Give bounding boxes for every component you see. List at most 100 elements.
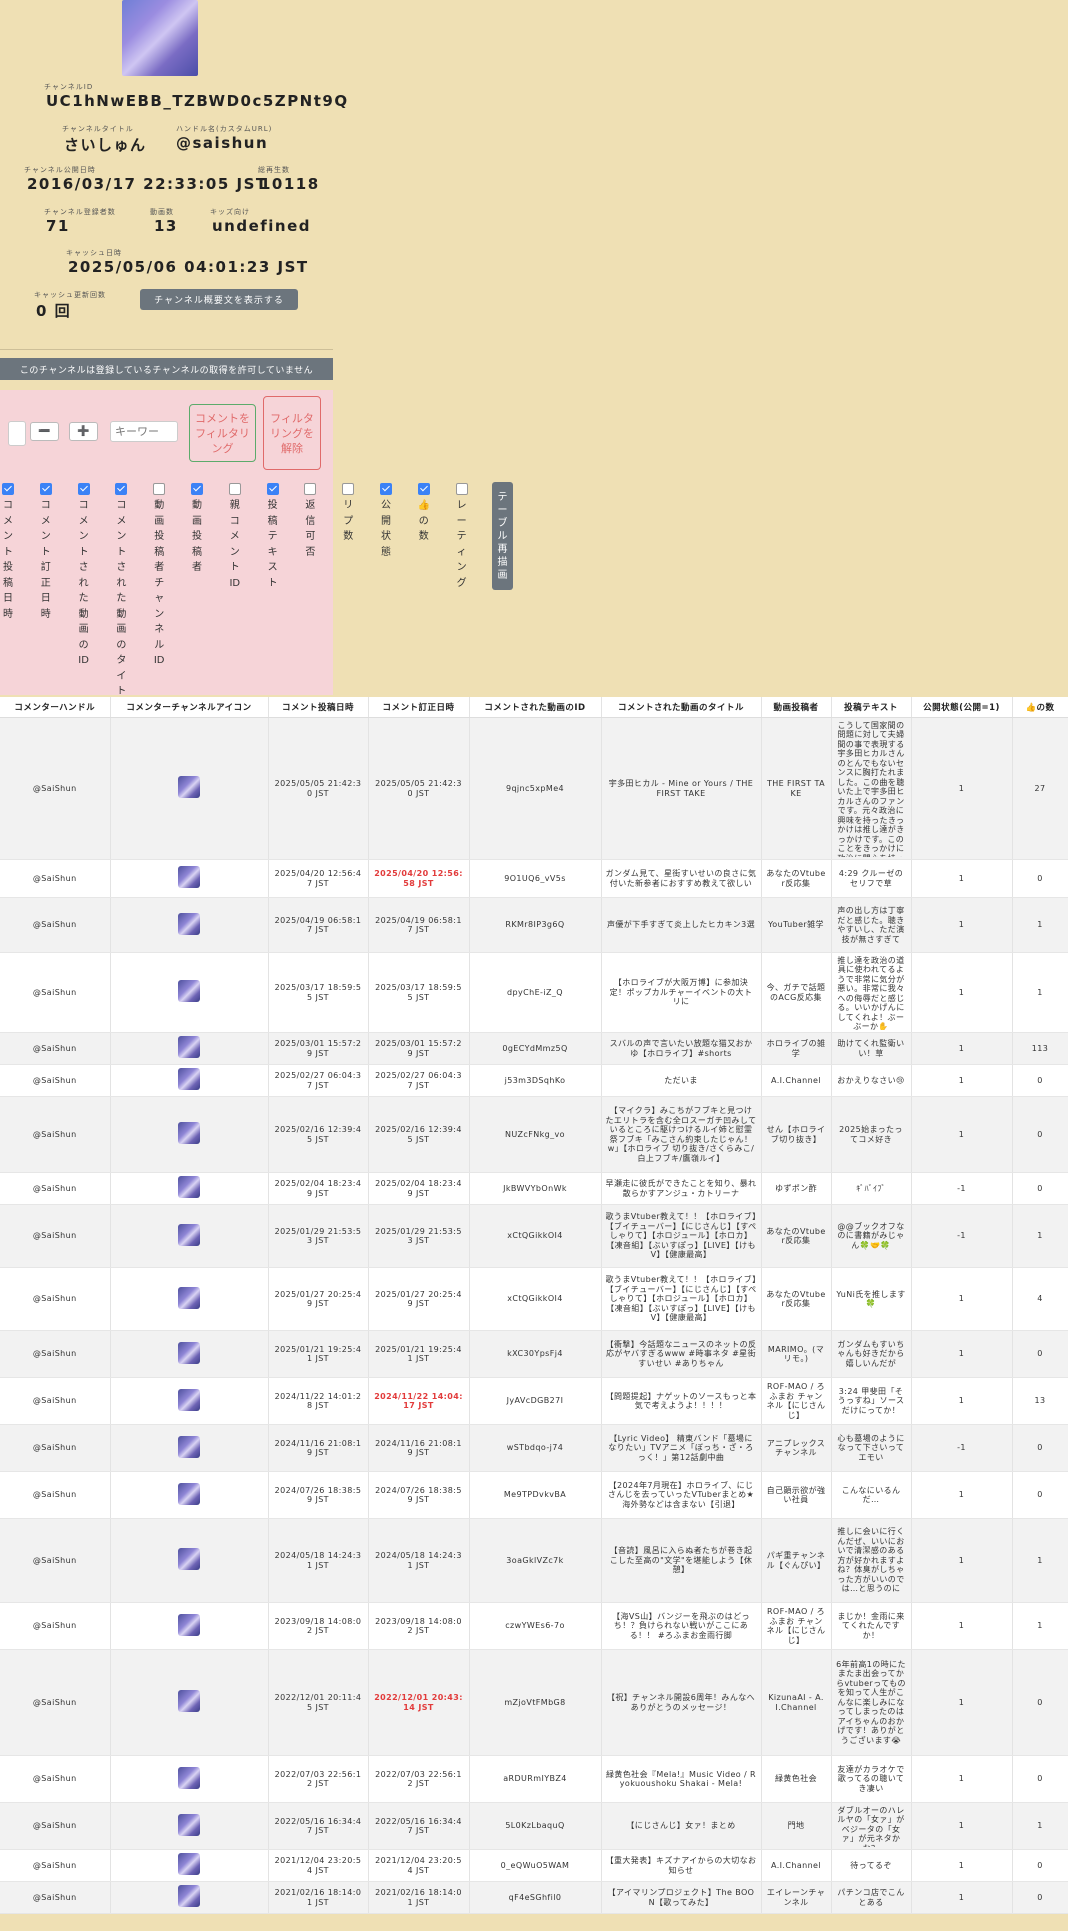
redraw-table-button[interactable]: テーブル再描画 — [492, 482, 513, 590]
column-toggle[interactable]: 投稿テキスト — [265, 483, 281, 591]
table-row[interactable]: @SaiShun 2025/04/20 12:56:47 JST 2025/04/2… — [0, 859, 1068, 898]
column-toggle[interactable]: リプ数 — [340, 483, 356, 545]
comment-text-text: パチンコ店でこんとある — [837, 1888, 905, 1907]
column-toggle[interactable]: コメント訂正日時 — [38, 483, 54, 622]
commenter-avatar-icon[interactable] — [178, 1690, 200, 1713]
column-toggle[interactable]: 動画投稿者 — [189, 483, 205, 576]
commenter-avatar-icon[interactable] — [178, 776, 200, 799]
likes-cell: 0 — [1012, 859, 1068, 898]
public-status-cell: 1 — [911, 1649, 1013, 1756]
column-checkbox[interactable] — [191, 483, 203, 495]
column-header[interactable]: 公開状態(公開=1) — [911, 697, 1013, 718]
commenter-avatar-icon[interactable] — [178, 1482, 200, 1505]
table-row[interactable]: @SaiShun 2022/07/03 22:56:12 JST 2022/07/0… — [0, 1755, 1068, 1803]
column-header[interactable]: 動画投稿者 — [761, 697, 832, 718]
commenter-avatar-icon[interactable] — [178, 1613, 200, 1636]
commenter-avatar-icon[interactable] — [178, 1341, 200, 1364]
commenter-avatar-icon[interactable] — [178, 1766, 200, 1789]
column-header[interactable]: 投稿テキスト — [831, 697, 912, 718]
table-row[interactable]: @SaiShun 2025/01/21 19:25:41 JST 2025/01/2… — [0, 1330, 1068, 1378]
table-row[interactable]: @SaiShun 2021/02/16 18:14:01 JST 2021/02/1… — [0, 1881, 1068, 1914]
clear-filter-button[interactable]: フィルタリングを解除 — [263, 396, 321, 470]
column-header[interactable]: コメント訂正日時 — [368, 697, 470, 718]
column-toggle[interactable]: コメントされた動画のタイトル — [113, 483, 129, 715]
table-row[interactable]: @SaiShun 2024/11/16 21:08:19 JST 2024/11/1… — [0, 1424, 1068, 1472]
table-row[interactable]: @SaiShun 2021/12/04 23:20:54 JST 2021/12/0… — [0, 1849, 1068, 1882]
commenter-avatar-icon[interactable] — [178, 912, 200, 935]
table-row[interactable]: @SaiShun 2023/09/18 14:08:02 JST 2023/09/1… — [0, 1602, 1068, 1650]
table-row[interactable]: @SaiShun 2022/05/16 16:34:47 JST 2022/05/1… — [0, 1802, 1068, 1850]
column-header[interactable]: コメントされた動画のタイトル — [601, 697, 762, 718]
column-toggle[interactable]: レーティング — [454, 483, 470, 591]
edited-at-cell: 2024/05/18 14:24:31 JST — [368, 1518, 470, 1603]
column-checkbox[interactable] — [304, 483, 317, 495]
column-header[interactable]: コメントされた動画のID — [469, 697, 602, 718]
table-row[interactable]: @SaiShun 2024/05/18 14:24:31 JST 2024/05/1… — [0, 1518, 1068, 1603]
column-checkbox[interactable] — [153, 483, 166, 495]
column-header[interactable]: コメント投稿日時 — [268, 697, 369, 718]
commenter-handle-text: @SaiShun — [32, 1183, 77, 1193]
commenter-avatar-icon[interactable] — [178, 980, 200, 1003]
table-row[interactable]: @SaiShun 2024/11/22 14:01:28 JST 2024/11/2… — [0, 1377, 1068, 1425]
commenter-avatar-icon[interactable] — [178, 1813, 200, 1836]
column-toggle[interactable]: 👍の数 — [416, 483, 432, 545]
column-toggle[interactable]: コメント投稿日時 — [0, 483, 16, 622]
table-row[interactable]: @SaiShun 2025/01/27 20:25:49 JST 2025/01/2… — [0, 1267, 1068, 1331]
commenter-avatar-icon[interactable] — [178, 1435, 200, 1458]
commenter-avatar-icon[interactable] — [178, 1122, 200, 1145]
commenter-avatar-icon[interactable] — [178, 1286, 200, 1309]
column-checkbox[interactable] — [342, 483, 355, 495]
commenter-avatar-icon[interactable] — [178, 1853, 200, 1876]
column-checkbox[interactable] — [455, 483, 468, 495]
commenter-avatar-icon[interactable] — [178, 1036, 200, 1059]
column-checkbox[interactable] — [380, 483, 392, 495]
column-checkbox[interactable] — [417, 483, 430, 495]
column-toggle[interactable]: 動画投稿者チャンネルID — [151, 483, 167, 669]
column-toggle[interactable]: コメントされた動画のID — [76, 483, 92, 669]
edited-at-text: 2025/03/01 15:57:29 JST — [375, 1039, 462, 1058]
table-row[interactable]: @SaiShun 2025/04/19 06:58:17 JST 2025/04/1… — [0, 897, 1068, 953]
table-row[interactable]: @SaiShun 2025/03/17 18:59:55 JST 2025/03/1… — [0, 952, 1068, 1033]
commenter-avatar-icon[interactable] — [178, 1548, 200, 1571]
public-status-cell: 1 — [911, 1518, 1013, 1603]
commenter-avatar-icon[interactable] — [178, 1223, 200, 1246]
commenter-avatar-icon[interactable] — [178, 1388, 200, 1411]
column-checkbox[interactable] — [115, 483, 128, 495]
edited-at-cell: 2024/07/26 18:38:59 JST — [368, 1471, 470, 1519]
column-toggle[interactable]: 親コメントID — [227, 483, 243, 591]
table-row[interactable]: @SaiShun 2022/12/01 20:11:45 JST 2022/12/0… — [0, 1649, 1068, 1756]
likes-text: 113 — [1031, 1043, 1049, 1053]
table-row[interactable]: @SaiShun 2025/02/16 12:39:45 JST 2025/02/1… — [0, 1096, 1068, 1173]
table-row[interactable]: @SaiShun 2025/02/27 06:04:37 JST 2025/02/2… — [0, 1064, 1068, 1097]
video-id-cell: JyAVcDGB27I — [469, 1377, 602, 1425]
table-row[interactable]: @SaiShun 2025/01/29 21:53:53 JST 2025/01/2… — [0, 1204, 1068, 1268]
column-toggle[interactable]: 返信可否 — [302, 483, 318, 560]
column-header[interactable]: 👍の数 — [1012, 697, 1068, 718]
column-checkbox[interactable] — [39, 483, 52, 495]
commenter-avatar-icon[interactable] — [178, 866, 200, 889]
commenter-avatar-icon[interactable] — [178, 1176, 200, 1199]
show-description-button[interactable]: チャンネル概要文を表示する — [140, 289, 298, 310]
column-header[interactable]: コメンターハンドル — [0, 697, 111, 718]
column-checkbox[interactable] — [266, 483, 279, 495]
column-checkbox[interactable] — [228, 483, 241, 495]
column-toggle[interactable]: 公開状態 — [378, 483, 394, 560]
remove-row-button[interactable]: ➖ — [30, 422, 59, 441]
filter-comments-button[interactable]: コメントをフィルタリング — [189, 404, 256, 462]
commenter-avatar-icon[interactable] — [178, 1885, 200, 1908]
column-header[interactable]: コメンターチャンネルアイコン — [110, 697, 269, 718]
filter-field[interactable] — [8, 421, 26, 446]
column-checkbox[interactable] — [2, 483, 14, 495]
table-row[interactable]: @SaiShun 2025/03/01 15:57:29 JST 2025/03/0… — [0, 1032, 1068, 1065]
table-row[interactable]: @SaiShun 2025/05/05 21:42:30 JST 2025/05/0… — [0, 717, 1068, 860]
table-row[interactable]: @SaiShun 2024/07/26 18:38:59 JST 2024/07/2… — [0, 1471, 1068, 1519]
column-checkbox[interactable] — [77, 483, 90, 495]
add-row-button[interactable]: ➕ — [69, 422, 98, 441]
comment-text-cell: 3:24 甲斐田「そうっすね」ソースだけにってか！ — [831, 1377, 912, 1425]
video-title-text: 【ホロライブが大阪万博】に参加決定！ポップカルチャーイベントの大トリに — [609, 978, 753, 1007]
column-toggle-label: コメントされた動画のID — [78, 500, 89, 666]
posted-at-cell: 2021/12/04 23:20:54 JST — [268, 1849, 369, 1882]
keyword-input[interactable] — [110, 421, 178, 442]
table-row[interactable]: @SaiShun 2025/02/04 18:23:49 JST 2025/02/0… — [0, 1172, 1068, 1205]
commenter-avatar-icon[interactable] — [178, 1068, 200, 1091]
